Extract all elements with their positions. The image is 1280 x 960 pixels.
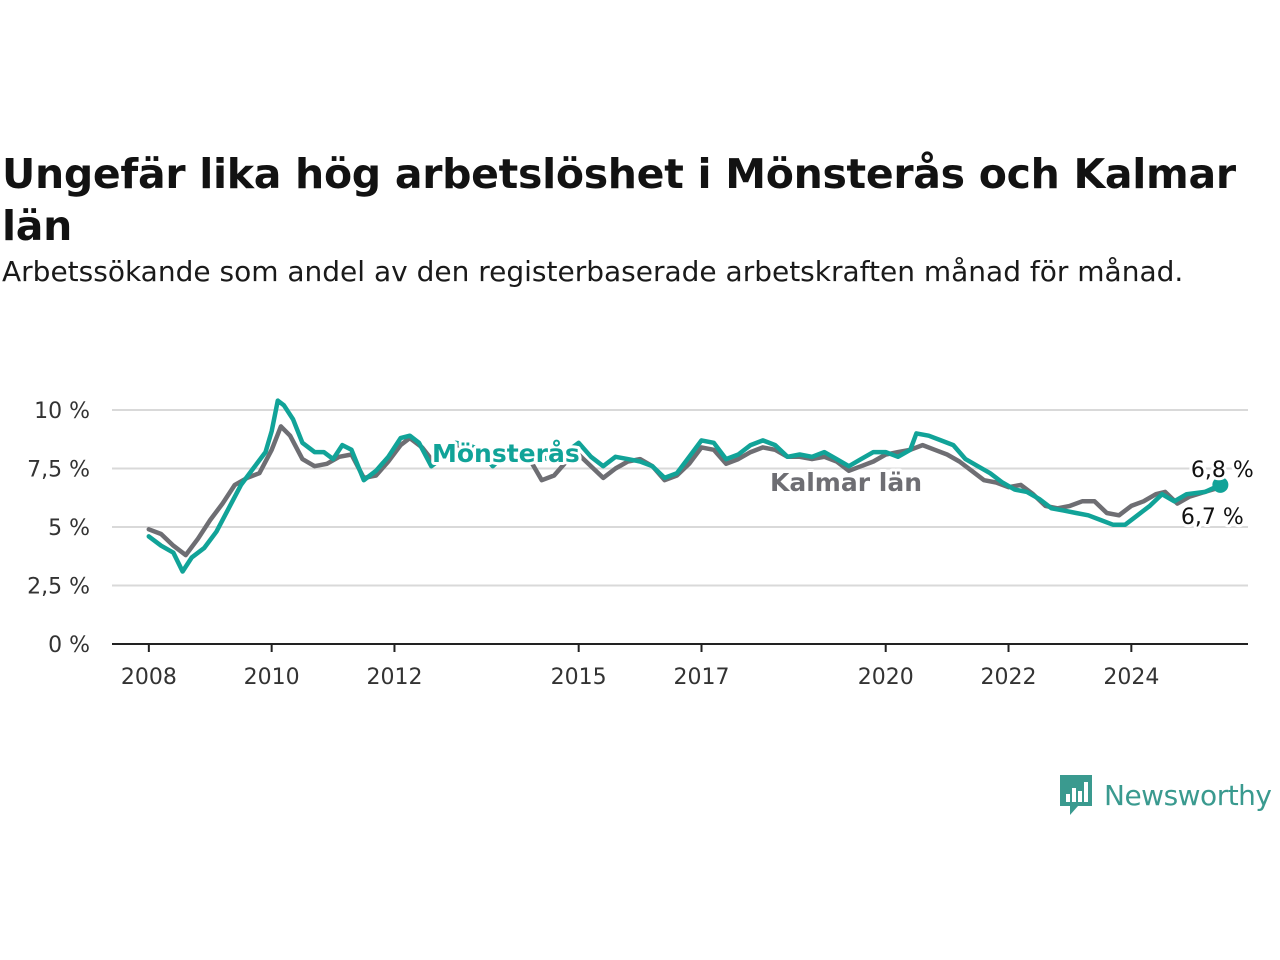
y-tick-label: 2,5 % — [27, 575, 90, 600]
gridlines — [112, 409, 1248, 645]
y-tick-label: 7,5 % — [27, 458, 90, 483]
y-axis-ticks: 0 % 2,5 % 5 % 7,5 % 10 % — [27, 399, 90, 658]
series-label-monsteras: Mönsterås — [432, 439, 580, 468]
chart-title: Ungefär lika hög arbetslöshet i Mönsterå… — [2, 150, 1236, 250]
series-lines — [146, 398, 1229, 574]
x-tick-label: 2022 — [981, 665, 1037, 690]
x-tick-label: 2020 — [858, 665, 914, 690]
series-label-kalmar: Kalmar län — [770, 468, 922, 497]
series-line-monsteras — [146, 398, 1223, 574]
x-tick-label: 2024 — [1103, 665, 1159, 690]
x-tick-label: 2008 — [121, 665, 177, 690]
y-tick-label: 10 % — [34, 399, 90, 424]
x-axis-ticks: 2008 2010 2012 2015 2017 2020 2022 2024 — [121, 644, 1159, 690]
x-tick-label: 2012 — [366, 665, 422, 690]
brand-name: Newsworthy — [1104, 778, 1272, 812]
y-tick-label: 5 % — [48, 516, 90, 541]
end-point-monsteras — [1212, 476, 1229, 493]
series-labels: Mönsterås Kalmar län 6,8 % 6,7 % — [429, 436, 1257, 533]
x-tick-label: 2010 — [244, 665, 300, 690]
newsworthy-brand[interactable]: Newsworthy — [1058, 772, 1272, 818]
x-tick-label: 2017 — [673, 665, 729, 690]
x-tick-label: 2015 — [551, 665, 607, 690]
end-label-monsteras: 6,8 % — [1191, 458, 1254, 483]
line-chart: 0 % 2,5 % 5 % 7,5 % 10 % 2008 2010 2012 2015 201… — [27, 398, 1257, 690]
newsworthy-logo-icon — [1060, 775, 1092, 815]
end-label-kalmar: 6,7 % — [1181, 505, 1244, 530]
chart-subtitle: Arbetssökande som andel av den registerb… — [2, 255, 1184, 288]
y-tick-label: 0 % — [48, 633, 90, 658]
